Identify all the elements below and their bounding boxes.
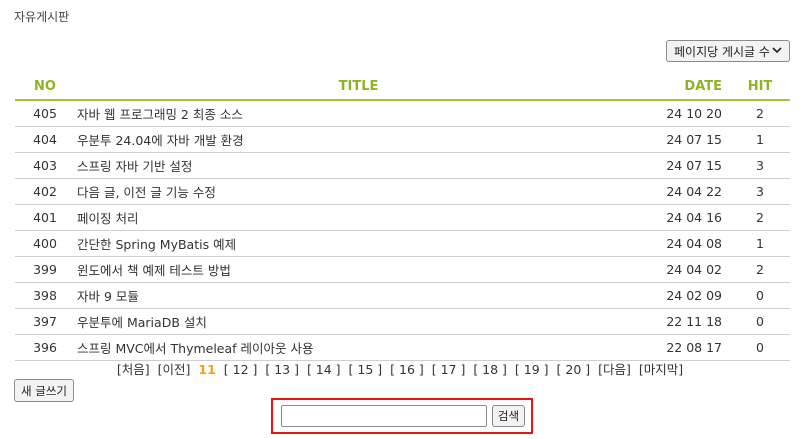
- post-hit-count: 2: [730, 100, 790, 127]
- pagination-next-link[interactable]: [다음]: [598, 362, 631, 377]
- table-row: 405 자바 웹 프로그래밍 2 최종 소스 24 10 20 2: [15, 100, 790, 127]
- column-header-date: DATE: [642, 74, 730, 101]
- post-date: 22 08 17: [642, 334, 730, 361]
- post-title-link[interactable]: 스프링 MVC에서 Thymeleaf 레이아웃 사용: [75, 334, 642, 361]
- new-post-button[interactable]: 새 글쓰기: [14, 379, 74, 402]
- board-table: NO TITLE DATE HIT 405 자바 웹 프로그래밍 2 최종 소스…: [15, 74, 790, 361]
- table-row: 400 간단한 Spring MyBatis 예제 24 04 08 1: [15, 230, 790, 257]
- pagination-first-link[interactable]: [처음]: [116, 362, 150, 377]
- post-date: 24 04 16: [642, 204, 730, 231]
- search-button[interactable]: 검색: [492, 405, 525, 427]
- post-hit-count: 0: [730, 334, 790, 361]
- post-hit-count: 2: [730, 256, 790, 283]
- pagination-page-link[interactable]: [ 16 ]: [390, 362, 424, 377]
- post-title-link[interactable]: 페이징 처리: [75, 204, 642, 231]
- post-title-link[interactable]: 간단한 Spring MyBatis 예제: [75, 230, 642, 257]
- post-date: 24 04 02: [642, 256, 730, 283]
- table-row: 398 자바 9 모듈 24 02 09 0: [15, 282, 790, 309]
- post-date: 24 04 22: [642, 178, 730, 205]
- post-hit-count: 1: [730, 230, 790, 257]
- pagination-page-link[interactable]: [ 12 ]: [223, 362, 258, 377]
- post-date: 22 11 18: [642, 308, 730, 335]
- post-title-link[interactable]: 자바 웹 프로그래밍 2 최종 소스: [75, 100, 642, 127]
- post-hit-count: 0: [730, 308, 790, 335]
- post-title-link[interactable]: 다음 글, 이전 글 기능 수정: [75, 178, 642, 205]
- pagination-page-link[interactable]: [ 20 ]: [556, 362, 591, 377]
- post-number: 401: [15, 204, 75, 231]
- post-title-link[interactable]: 우분투 24.04에 자바 개발 환경: [75, 126, 642, 153]
- pagination-last-link[interactable]: [마지막]: [638, 362, 684, 377]
- post-number: 397: [15, 308, 75, 335]
- table-header-row: NO TITLE DATE HIT: [15, 74, 790, 101]
- post-number: 400: [15, 230, 75, 257]
- pagination-page-link[interactable]: [ 15 ]: [348, 362, 383, 377]
- pagination-page-link[interactable]: [ 18 ]: [473, 362, 507, 377]
- table-row: 399 윈도에서 책 예제 테스트 방법 24 04 02 2: [15, 256, 790, 283]
- post-number: 396: [15, 334, 75, 361]
- post-number: 399: [15, 256, 75, 283]
- chevron-down-icon: [772, 47, 782, 54]
- pagination-page-link[interactable]: [ 14 ]: [306, 362, 341, 377]
- post-date: 24 07 15: [642, 126, 730, 153]
- column-header-hit: HIT: [730, 74, 790, 101]
- post-number: 404: [15, 126, 75, 153]
- pagination-page-link[interactable]: [ 13 ]: [265, 362, 299, 377]
- post-number: 398: [15, 282, 75, 309]
- post-title-link[interactable]: 우분투에 MariaDB 설치: [75, 308, 642, 335]
- search-form: 검색: [271, 398, 533, 434]
- post-hit-count: 0: [730, 282, 790, 309]
- post-date: 24 02 09: [642, 282, 730, 309]
- post-number: 405: [15, 100, 75, 127]
- table-row: 397 우분투에 MariaDB 설치 22 11 18 0: [15, 308, 790, 335]
- post-hit-count: 3: [730, 178, 790, 205]
- page-size-select[interactable]: 페이지당 게시글 수: [666, 40, 790, 62]
- column-header-title: TITLE: [75, 74, 642, 101]
- board-title: 자유게시판: [14, 10, 70, 24]
- pagination: [처음] [이전] 11 [ 12 ] [ 13 ] [ 14 ] [ 15 ]…: [0, 359, 800, 378]
- pagination-page-link[interactable]: [ 19 ]: [514, 362, 549, 377]
- post-number: 402: [15, 178, 75, 205]
- pagination-prev-link[interactable]: [이전]: [157, 362, 191, 377]
- post-number: 403: [15, 152, 75, 179]
- table-row: 403 스프링 자바 기반 설정 24 07 15 3: [15, 152, 790, 179]
- table-row: 402 다음 글, 이전 글 기능 수정 24 04 22 3: [15, 178, 790, 205]
- post-hit-count: 2: [730, 204, 790, 231]
- post-title-link[interactable]: 윈도에서 책 예제 테스트 방법: [75, 256, 642, 283]
- pagination-current-page: 11: [198, 362, 216, 377]
- search-input[interactable]: [281, 405, 487, 427]
- table-row: 404 우분투 24.04에 자바 개발 환경 24 07 15 1: [15, 126, 790, 153]
- post-hit-count: 3: [730, 152, 790, 179]
- post-title-link[interactable]: 스프링 자바 기반 설정: [75, 152, 642, 179]
- column-header-no: NO: [15, 74, 75, 101]
- post-date: 24 07 15: [642, 152, 730, 179]
- post-date: 24 10 20: [642, 100, 730, 127]
- post-title-link[interactable]: 자바 9 모듈: [75, 282, 642, 309]
- post-hit-count: 1: [730, 126, 790, 153]
- table-row: 396 스프링 MVC에서 Thymeleaf 레이아웃 사용 22 08 17…: [15, 334, 790, 361]
- table-row: 401 페이징 처리 24 04 16 2: [15, 204, 790, 231]
- page-size-select-label: 페이지당 게시글 수: [674, 44, 770, 59]
- post-date: 24 04 08: [642, 230, 730, 257]
- pagination-page-link[interactable]: [ 17 ]: [431, 362, 466, 377]
